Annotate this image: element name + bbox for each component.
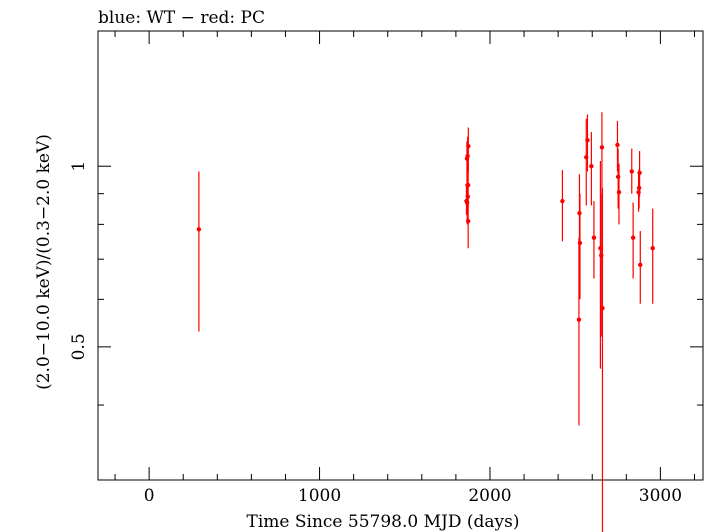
x-axis-label: Time Since 55798.0 MJD (days) [247, 512, 520, 532]
y-tick-label: 1 [69, 161, 89, 172]
data-point [196, 227, 202, 232]
x-tick-label: 1000 [298, 486, 341, 506]
data-point [615, 142, 620, 148]
data-point [589, 164, 594, 169]
data-point [591, 235, 597, 240]
axis-ticks [98, 31, 703, 480]
data-point [599, 145, 605, 150]
data-point [630, 235, 636, 240]
data-point [465, 182, 471, 188]
data-point [465, 153, 470, 159]
y-axis-label: (2.0−10.0 keV)/(0.3−2.0 keV) [34, 134, 54, 390]
data-point [638, 262, 643, 268]
data-point [465, 218, 471, 224]
data-points [196, 112, 655, 532]
chart-title: blue: WT − red: PC [98, 8, 265, 28]
y-tick-label: 0.5 [69, 333, 89, 360]
data-point [637, 170, 642, 176]
data-point [615, 174, 621, 180]
x-tick-label: 0 [144, 486, 155, 506]
data-point [576, 317, 582, 322]
data-point [629, 169, 634, 174]
data-point [585, 137, 590, 143]
data-point [560, 198, 565, 204]
data-point [650, 246, 655, 251]
x-tick-label: 3000 [639, 486, 682, 506]
plot-frame [97, 30, 704, 481]
x-tick-label: 2000 [468, 486, 511, 506]
data-point [600, 305, 605, 311]
data-point [577, 240, 583, 246]
data-point [466, 143, 471, 149]
axis-tick-labels: 0 1000 2000 3000 0.5 1 [69, 161, 682, 506]
data-point [616, 190, 622, 195]
